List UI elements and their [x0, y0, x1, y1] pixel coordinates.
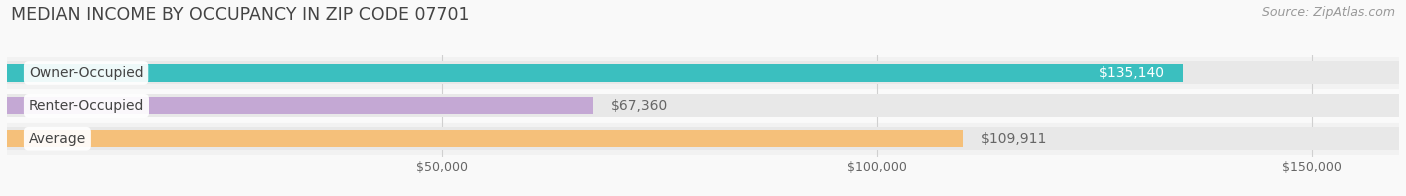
Bar — [7, 64, 1182, 82]
Bar — [7, 127, 1399, 150]
Text: $67,360: $67,360 — [610, 99, 668, 113]
Bar — [7, 97, 593, 114]
Bar — [7, 57, 1399, 89]
Text: Owner-Occupied: Owner-Occupied — [28, 66, 143, 80]
Text: $135,140: $135,140 — [1099, 66, 1166, 80]
Bar — [7, 94, 1399, 117]
Text: Average: Average — [28, 132, 86, 146]
Bar — [7, 130, 963, 147]
Text: $109,911: $109,911 — [980, 132, 1047, 146]
Bar — [7, 90, 1399, 122]
Bar — [7, 62, 1399, 84]
Text: MEDIAN INCOME BY OCCUPANCY IN ZIP CODE 07701: MEDIAN INCOME BY OCCUPANCY IN ZIP CODE 0… — [11, 6, 470, 24]
Bar — [7, 123, 1399, 155]
Text: Renter-Occupied: Renter-Occupied — [28, 99, 145, 113]
Text: Source: ZipAtlas.com: Source: ZipAtlas.com — [1261, 6, 1395, 19]
